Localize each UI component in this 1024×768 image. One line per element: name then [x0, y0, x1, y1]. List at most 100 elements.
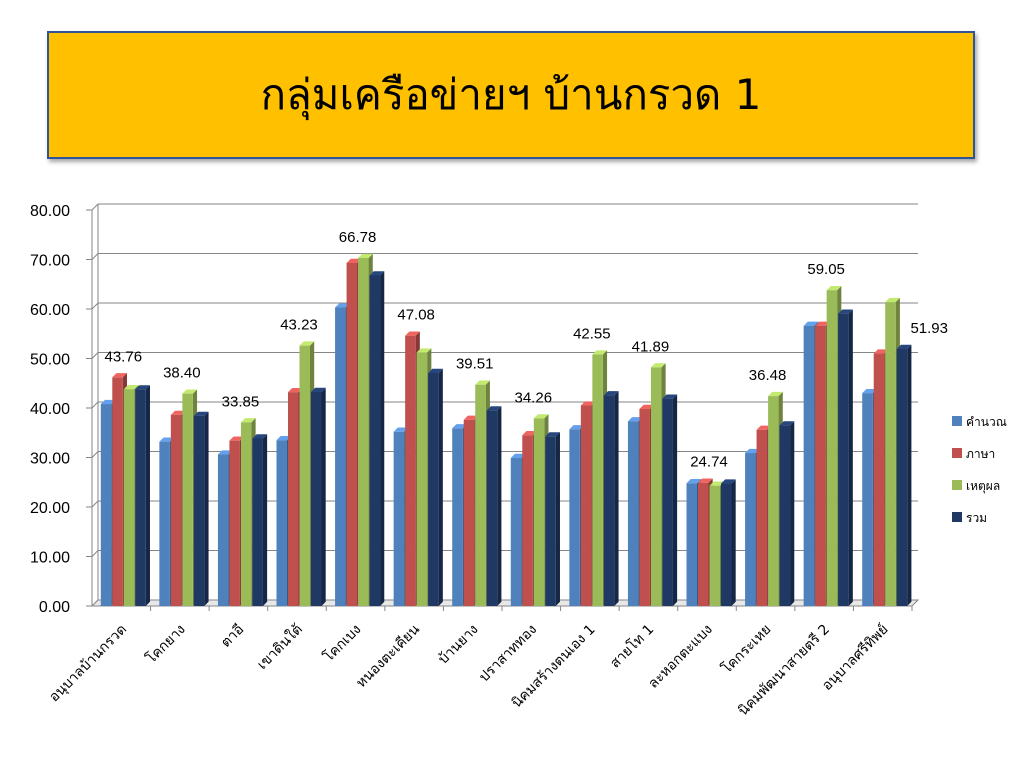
bar-front	[276, 440, 287, 606]
bar-top	[335, 303, 350, 308]
bar-top	[393, 427, 409, 432]
bar-front	[686, 483, 697, 606]
x-tick-label: อนุบาลบ้านกรวด	[46, 622, 130, 706]
bar-front	[862, 393, 873, 606]
bar-total	[311, 387, 326, 606]
title-banner: กลุ่มเครือข่ายฯ บ้านกรวด 1	[47, 31, 975, 159]
bar-side	[262, 434, 268, 606]
y-tick-label: 40.00	[30, 401, 70, 418]
bar-top	[182, 389, 198, 394]
bar-front	[100, 404, 112, 606]
bar-top	[639, 404, 655, 409]
data-label: 36.48	[749, 367, 787, 384]
bar-side	[555, 432, 560, 606]
bar-top	[756, 425, 772, 430]
bar-top	[135, 385, 150, 390]
bar-front	[416, 352, 428, 606]
y-tick-label: 50.00	[30, 352, 70, 369]
bar-front	[826, 290, 838, 606]
bar-front	[428, 372, 439, 606]
y-tick-label: 80.00	[30, 203, 70, 220]
y-tick-label: 20.00	[30, 500, 70, 517]
bar-front	[592, 354, 603, 606]
bar-top	[159, 437, 175, 442]
bar-top	[686, 479, 702, 484]
legend-swatch	[952, 480, 962, 490]
bar-side	[614, 391, 619, 606]
page-title: กลุ่มเครือข่ายฯ บ้านกรวด 1	[260, 70, 762, 119]
bar-total	[603, 391, 619, 606]
x-tick-label: โคกระเหย	[718, 621, 774, 677]
bar-top	[768, 391, 783, 397]
bar-front	[639, 408, 650, 606]
y-tick-label: 70.00	[30, 253, 70, 270]
bar-total	[721, 479, 736, 606]
bar-top	[252, 434, 268, 439]
bar-top	[580, 401, 596, 406]
bar-front	[721, 483, 732, 606]
legend-label: เหตุผล	[966, 479, 1000, 494]
data-label: 51.93	[910, 320, 948, 337]
bar-front	[627, 421, 639, 606]
bar-front	[569, 429, 580, 606]
bar-top	[510, 453, 526, 458]
bar-front	[896, 348, 908, 606]
bar-total	[369, 271, 385, 606]
bar-top	[475, 380, 490, 385]
bar-front	[709, 485, 720, 606]
legend-swatch	[952, 512, 962, 522]
bar-front	[299, 345, 310, 606]
bar-top	[721, 479, 736, 484]
bar-top	[838, 309, 853, 314]
y-tick-label: 60.00	[30, 302, 70, 319]
gridline-depth	[91, 550, 99, 557]
bar-top	[533, 414, 549, 419]
bar-front	[170, 414, 182, 606]
bar-top	[112, 373, 127, 378]
bar-top	[217, 450, 233, 455]
bar-front	[358, 258, 369, 606]
bar-top	[650, 363, 666, 368]
data-label: 34.26	[515, 389, 553, 406]
x-tick-label: เขาดินใต้	[254, 621, 306, 673]
bar-total	[896, 344, 912, 606]
bar-top	[276, 435, 292, 441]
bar-side	[204, 411, 209, 606]
bar-total	[193, 411, 209, 606]
data-label: 41.89	[632, 338, 670, 355]
bar-top	[779, 421, 795, 426]
bar-front	[123, 389, 135, 606]
bar-top	[358, 253, 373, 259]
x-tick-label: สายโท 1	[607, 621, 658, 672]
bar-front	[756, 429, 768, 606]
bar-top	[545, 432, 560, 437]
bar-total	[252, 434, 268, 606]
y-tick-label: 10.00	[30, 550, 70, 567]
data-label: 39.51	[456, 356, 494, 373]
bar-side	[497, 406, 502, 606]
legend-label: รวม	[966, 511, 987, 525]
bar-side	[438, 368, 443, 606]
bar-top	[896, 344, 912, 349]
bar-top	[592, 350, 608, 355]
bar-top	[873, 349, 889, 354]
gridline-depth	[91, 401, 99, 409]
data-label: 24.74	[690, 454, 728, 471]
bar-top	[569, 425, 585, 430]
bar-front	[463, 419, 475, 606]
x-tick-label: โคกยาง	[143, 621, 189, 667]
data-label: 43.76	[105, 348, 143, 365]
data-label: 43.23	[280, 317, 318, 334]
bar-front	[533, 418, 545, 606]
bar-top	[862, 388, 877, 394]
bar-top	[803, 321, 819, 326]
bar-top	[123, 384, 139, 390]
data-label: 33.85	[222, 393, 260, 410]
bar-top	[463, 415, 479, 420]
bar-front	[405, 335, 416, 606]
bar-top	[428, 368, 443, 373]
bar-front	[182, 393, 193, 606]
bar-top	[486, 406, 502, 411]
bar-front	[369, 275, 381, 606]
